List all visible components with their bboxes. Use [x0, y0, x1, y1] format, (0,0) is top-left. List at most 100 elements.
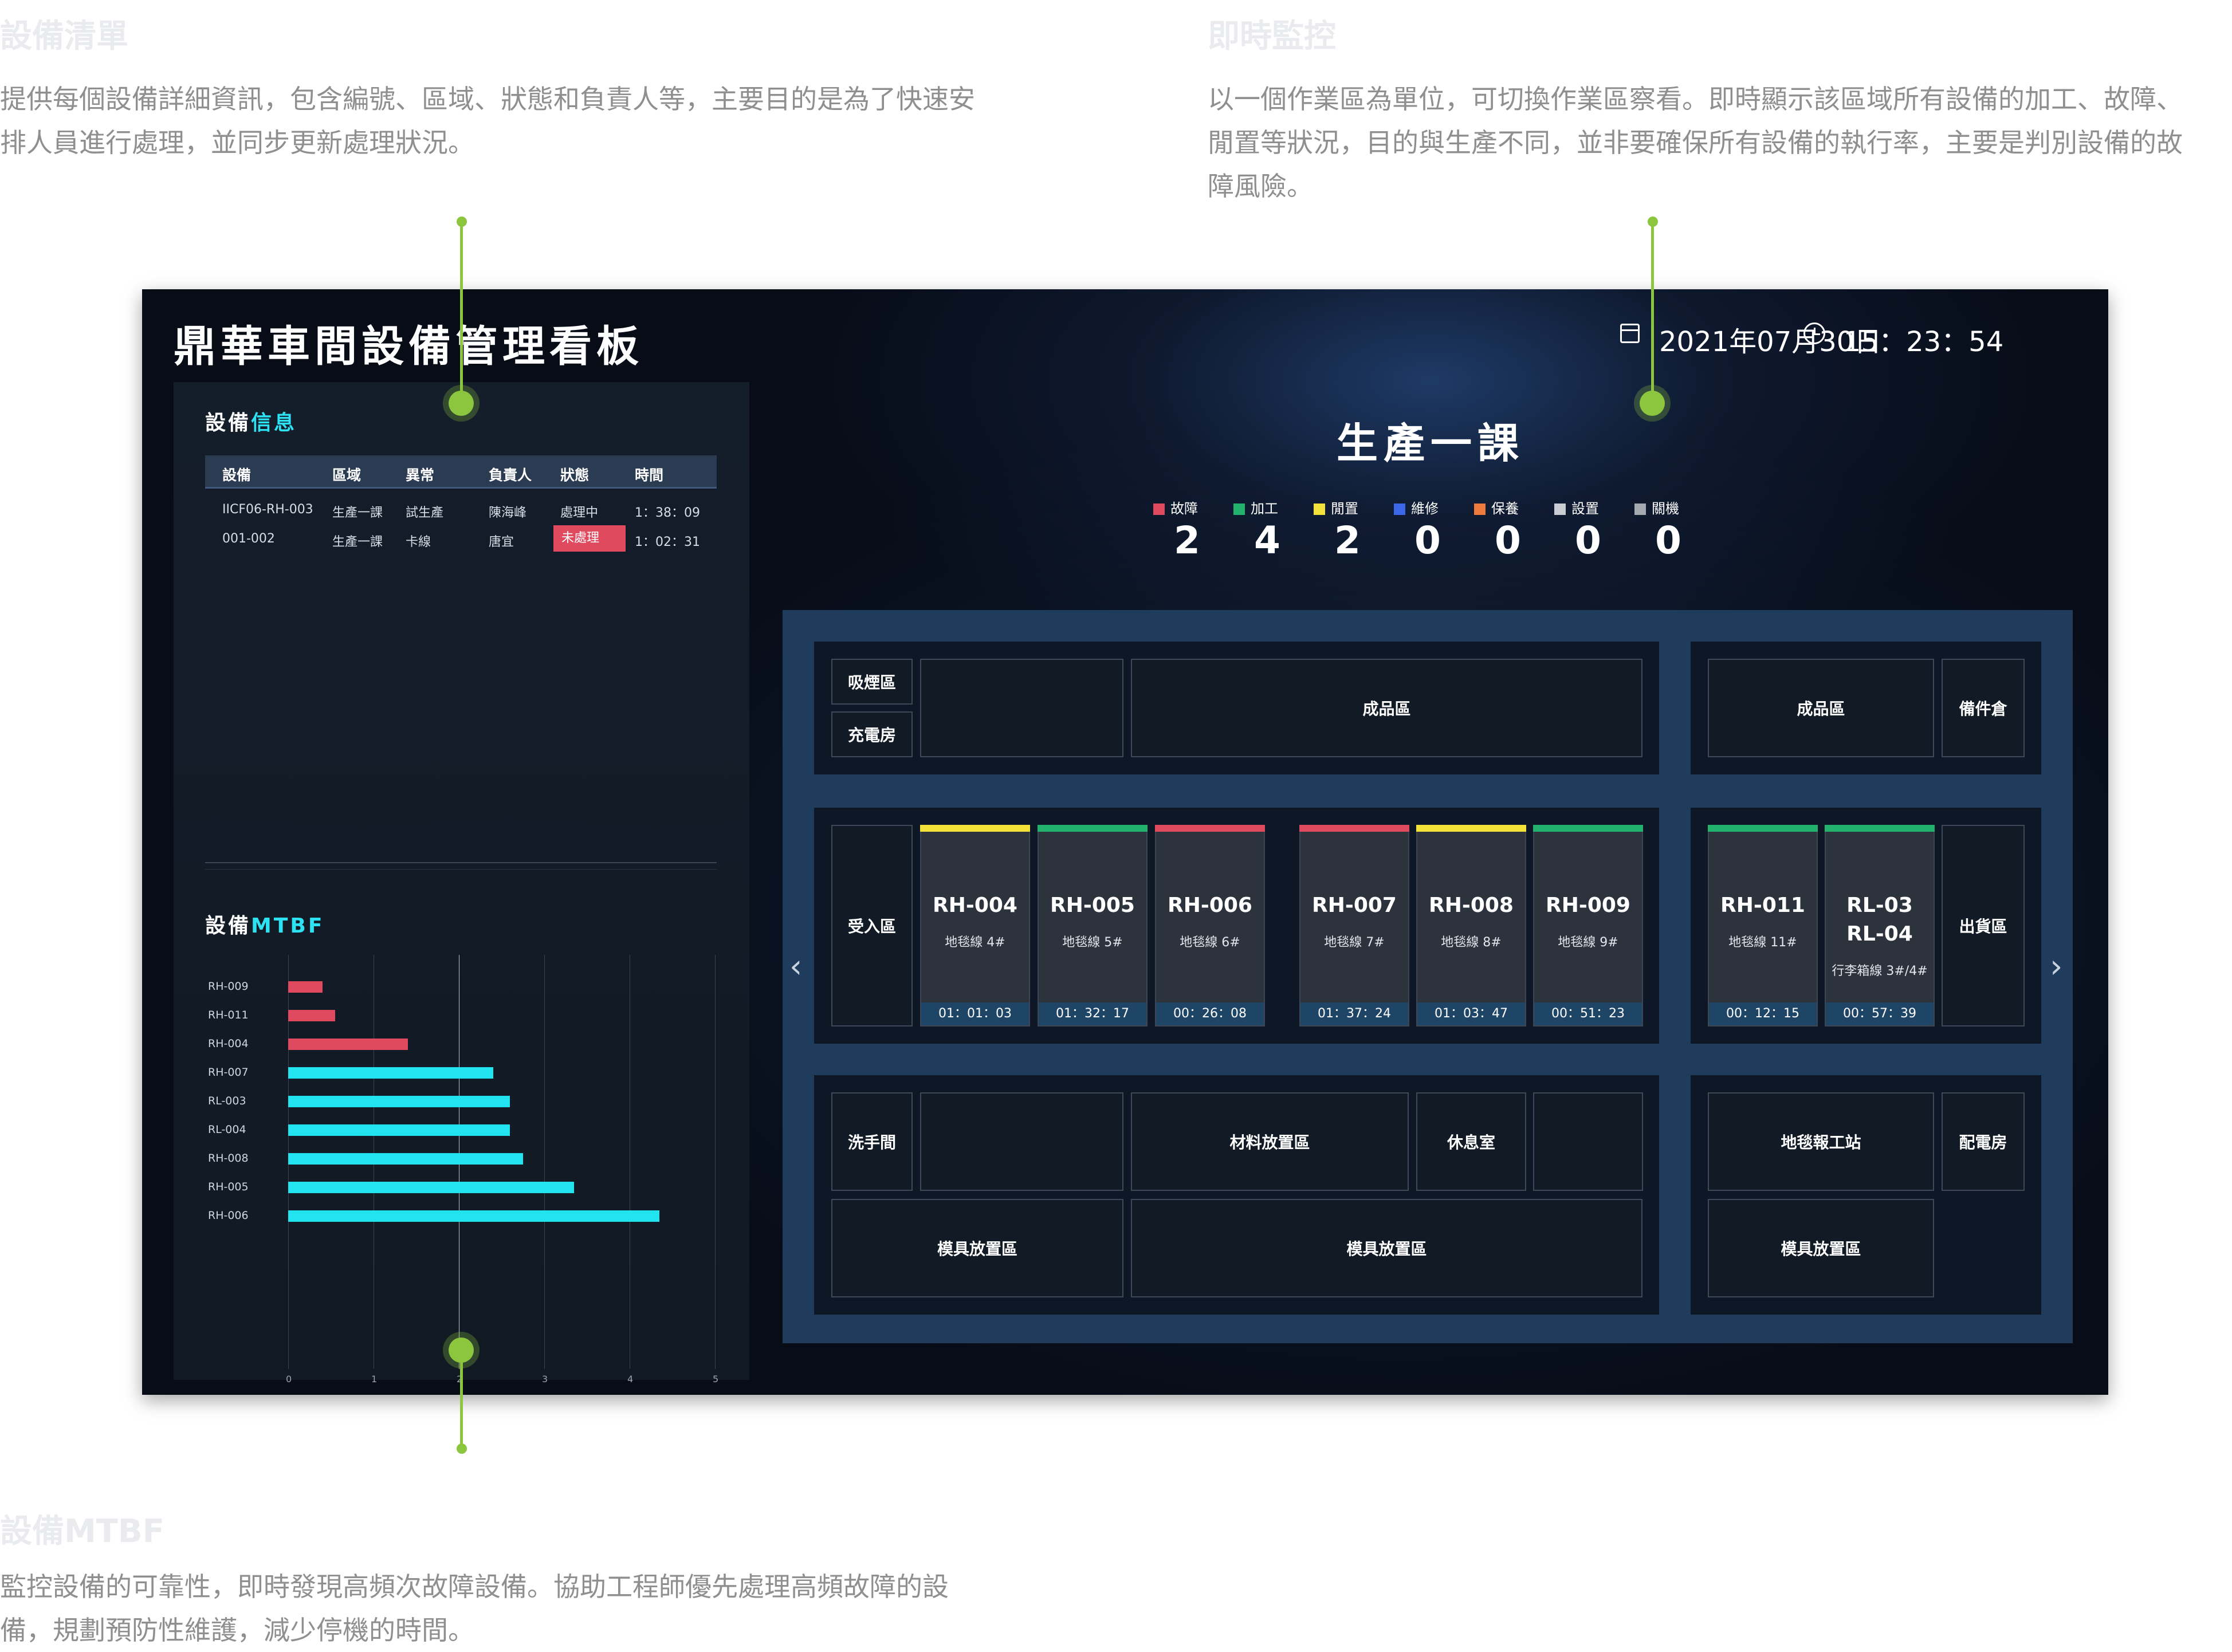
section-title: 生產一課 [1337, 419, 1525, 467]
col-area: 區域 [332, 467, 361, 483]
equipment-card-rh-006[interactable]: RH-006 地毯線 6# 00：26：08 [1155, 825, 1265, 1026]
connector-line-monitor [1651, 221, 1654, 404]
zone-rest-room[interactable]: 休息室 [1416, 1092, 1526, 1191]
zone-material-storage[interactable]: 材料放置區 [1131, 1092, 1409, 1191]
grid-line [544, 955, 545, 1369]
mtbf-bar[interactable] [288, 1039, 408, 1050]
hotspot-equipment-info[interactable] [449, 391, 474, 416]
zone-mold-storage[interactable]: 模具放置區 [831, 1199, 1123, 1297]
status-badge-unprocessed: 未處理 [553, 525, 626, 552]
zone-spare-parts[interactable]: 備件倉 [1942, 659, 2025, 757]
count-setup: 0 [1575, 518, 1601, 563]
legend-label: 閒置 [1331, 501, 1358, 517]
zone-washroom[interactable]: 洗手間 [831, 1092, 913, 1191]
zone-finished-goods-2[interactable]: 成品區 [1708, 659, 1934, 757]
status-strip [920, 825, 1030, 832]
legend-idle: 閒置 [1314, 497, 1358, 517]
legend-label: 加工 [1251, 501, 1278, 517]
cell-owner: 陳海峰 [489, 506, 527, 520]
dashboard-title: 鼎華車間設備管理看板 [174, 322, 643, 371]
mtbf-bar[interactable] [288, 1096, 510, 1107]
legend-swatch [1554, 504, 1566, 515]
mtbf-bar[interactable] [288, 1153, 523, 1165]
mtbf-bar[interactable] [288, 1182, 575, 1193]
legend-swatch [1153, 504, 1165, 515]
equipment-line: 地毯線 11# [1728, 935, 1797, 950]
legend-setup: 設置 [1554, 497, 1599, 517]
mtbf-title-highlight: MTBF [251, 914, 325, 938]
equipment-timer: 00：12：15 [1709, 1002, 1817, 1025]
annotation-text-mtbf-line2: 備，規劃預防性維護，減少停機的時間。 [0, 1615, 474, 1646]
equipment-code: RH-008 [1429, 894, 1514, 917]
zone-power-room[interactable]: 配電房 [1942, 1092, 2025, 1191]
panel-divider-secondary [205, 869, 717, 870]
equipment-code-secondary: RL-04 [1846, 922, 1913, 946]
panel-divider [205, 862, 717, 863]
hotspot-mtbf[interactable] [449, 1338, 474, 1363]
count-idle: 2 [1334, 518, 1361, 563]
annotation-title-monitor: 即時監控 [1208, 18, 1336, 55]
equipment-card-rh-009[interactable]: RH-009 地毯線 9# 00：51：23 [1533, 825, 1643, 1026]
col-abnormal: 異常 [406, 467, 435, 483]
legend-label: 維修 [1411, 501, 1439, 517]
zone-empty [920, 659, 1123, 757]
equipment-card-rl-03-rl-04[interactable]: RL-03 RL-04 行李箱線 3#/4# 00：57：39 [1825, 825, 1935, 1026]
legend-shutdown: 關機 [1634, 497, 1679, 517]
annotation-title-equipment-info: 設備清單 [0, 18, 128, 55]
x-tick-label: 3 [542, 1374, 548, 1384]
hotspot-monitor[interactable] [1640, 391, 1665, 416]
y-tick-label: RH-007 [208, 1066, 249, 1079]
count-repair: 0 [1414, 518, 1441, 563]
clock-icon [1803, 322, 1825, 344]
zone-smoking[interactable]: 吸煙區 [831, 659, 913, 705]
mtbf-bar[interactable] [288, 1010, 335, 1021]
zone-mold-storage-2[interactable]: 模具放置區 [1131, 1199, 1642, 1297]
equipment-card-rh-008[interactable]: RH-008 地毯線 8# 01：03：47 [1416, 825, 1526, 1026]
status-strip [1708, 825, 1818, 832]
equipment-line: 地毯線 5# [1062, 935, 1123, 950]
mtbf-bar[interactable] [288, 1124, 510, 1136]
equipment-timer: 01：37：24 [1300, 1002, 1408, 1025]
legend-maintenance: 保養 [1474, 497, 1519, 517]
zone-report-station[interactable]: 地毯報工站 [1708, 1092, 1934, 1191]
chevron-right-icon[interactable]: › [2050, 948, 2063, 985]
mtbf-bar[interactable] [288, 981, 323, 993]
zone-empty [1533, 1092, 1643, 1191]
col-status: 狀態 [560, 467, 590, 483]
equipment-info-title: 設備信息 [205, 406, 297, 436]
zone-charging[interactable]: 充電房 [831, 711, 913, 757]
x-tick-label: 1 [371, 1374, 378, 1384]
legend-repair: 維修 [1394, 497, 1439, 517]
equipment-code: RH-004 [933, 894, 1017, 917]
legend-label: 設置 [1571, 501, 1599, 517]
equipment-card-rh-004[interactable]: RH-004 地毯線 4# 01：01：03 [920, 825, 1030, 1026]
zone-receiving[interactable]: 受入區 [831, 825, 913, 1026]
annotation-text-monitor-line3: 障風險。 [1208, 171, 1313, 202]
equipment-timer: 01：03：47 [1417, 1002, 1525, 1025]
connector-line-mtbf [460, 1349, 463, 1449]
equipment-card-rh-007[interactable]: RH-007 地毯線 7# 01：37：24 [1299, 825, 1409, 1026]
equipment-line: 地毯線 8# [1441, 935, 1502, 950]
equipment-info-title-prefix: 設備 [205, 411, 252, 435]
equipment-timer: 00：57：39 [1826, 1002, 1934, 1025]
chevron-left-icon[interactable]: ‹ [789, 948, 803, 985]
zone-mold-storage-3[interactable]: 模具放置區 [1708, 1199, 1934, 1297]
equipment-card-rh-005[interactable]: RH-005 地毯線 5# 01：32：17 [1038, 825, 1148, 1026]
legend-label: 保養 [1491, 501, 1519, 517]
equipment-line: 地毯線 7# [1324, 935, 1385, 950]
y-tick-label: RH-005 [208, 1181, 249, 1193]
annotation-text-equipment-info-line2: 排人員進行處理，並同步更新處理狀況。 [0, 127, 474, 158]
mtbf-bar[interactable] [288, 1210, 660, 1222]
x-tick-label: 4 [627, 1374, 634, 1384]
cell-abnormal: 試生產 [406, 506, 444, 520]
equipment-line: 地毯線 4# [945, 935, 1005, 950]
connector-dot-mtbf [457, 1443, 467, 1454]
zone-shipping[interactable]: 出貨區 [1942, 825, 2025, 1026]
equipment-card-rh-011[interactable]: RH-011 地毯線 11# 00：12：15 [1708, 825, 1818, 1026]
mtbf-bar[interactable] [288, 1067, 493, 1079]
legend-swatch [1634, 504, 1646, 515]
status-strip [1299, 825, 1409, 832]
connector-dot-monitor [1648, 217, 1658, 227]
zone-finished-goods[interactable]: 成品區 [1131, 659, 1642, 757]
dashboard-screen: 鼎華車間設備管理看板 2021年07月30日 15：23：54 設備信息 設備 … [142, 289, 2108, 1395]
